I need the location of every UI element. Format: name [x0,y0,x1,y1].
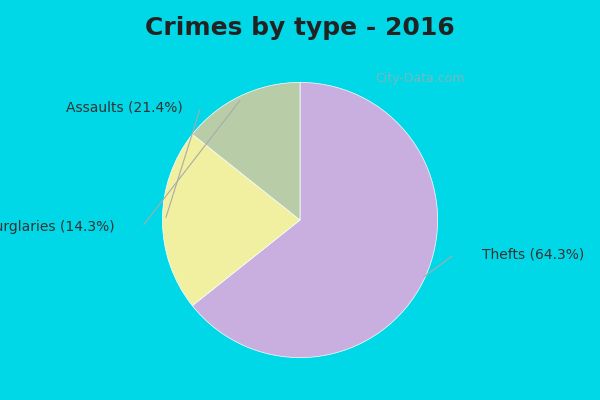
Text: City-Data.com: City-Data.com [376,72,465,85]
Wedge shape [163,134,300,306]
Wedge shape [193,82,300,220]
Wedge shape [193,82,437,358]
Text: Thefts (64.3%): Thefts (64.3%) [482,247,584,262]
Text: Burglaries (14.3%): Burglaries (14.3%) [0,220,114,234]
Text: Crimes by type - 2016: Crimes by type - 2016 [145,16,455,40]
Text: Assaults (21.4%): Assaults (21.4%) [66,100,183,114]
